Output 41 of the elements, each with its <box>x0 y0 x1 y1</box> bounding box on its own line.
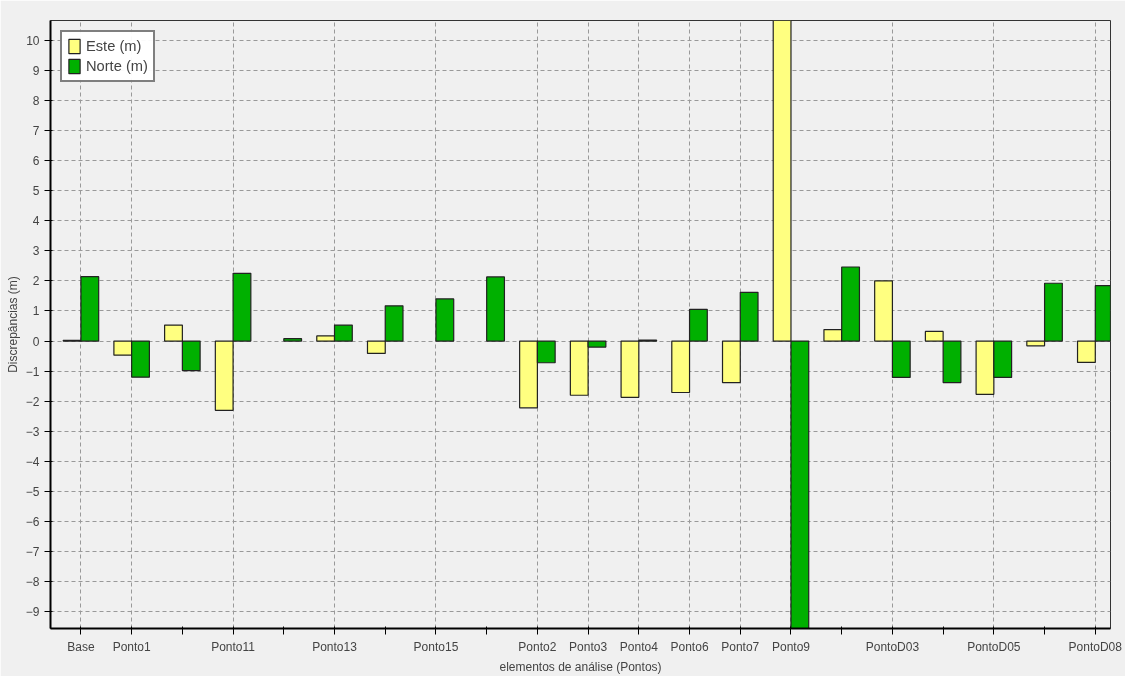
y-tick-label: −7 <box>25 545 40 560</box>
x-tick-label: Ponto15 <box>413 639 459 654</box>
y-tick-label: 2 <box>32 274 40 289</box>
y-tick-label: −1 <box>25 364 40 379</box>
x-tick-label: Ponto6 <box>670 639 709 654</box>
legend-label: Norte (m) <box>86 58 148 74</box>
x-tick-label: Ponto3 <box>569 639 608 654</box>
y-tick-label: 9 <box>32 63 40 78</box>
y-tick-label: −8 <box>25 575 40 590</box>
y-tick-label: −6 <box>25 515 40 530</box>
y-axis-title: Discrepâncias (m) <box>5 276 20 373</box>
x-tick-label: Ponto2 <box>518 639 557 654</box>
y-tick-label: 0 <box>32 334 40 349</box>
bar <box>486 276 506 342</box>
bar <box>283 338 303 342</box>
x-tick-label: Ponto13 <box>312 639 358 654</box>
x-tick-label: Ponto7 <box>721 639 760 654</box>
y-tick-label: −9 <box>25 605 40 620</box>
y-tick-label: 1 <box>32 304 40 319</box>
y-tick-label: 4 <box>32 214 40 229</box>
bar <box>435 298 455 342</box>
y-tick-label: −2 <box>25 394 40 409</box>
y-tick-label: 8 <box>32 93 40 108</box>
x-tick-label: Ponto9 <box>771 639 811 654</box>
y-tick-label: 6 <box>32 153 40 168</box>
y-tick-label: −5 <box>25 485 40 500</box>
y-tick-label: 5 <box>32 184 40 199</box>
y-tick-label: −4 <box>25 454 40 469</box>
legend-label: Este (m) <box>86 38 142 54</box>
x-tick-label: Ponto4 <box>619 639 659 654</box>
x-tick-label: Ponto1 <box>112 639 151 654</box>
y-tick-label: 10 <box>26 33 40 48</box>
x-tick-label: PontoD05 <box>967 639 1021 654</box>
x-axis-title: elementos de análise (Pontos) <box>499 659 662 674</box>
x-tick-label: PontoD03 <box>865 639 920 654</box>
y-tick-label: 7 <box>32 123 40 138</box>
x-tick-label: Base <box>67 639 95 654</box>
x-tick-label: Ponto11 <box>211 639 256 654</box>
x-tick-label: PontoD08 <box>1068 639 1123 654</box>
y-tick-label: 3 <box>32 244 40 259</box>
y-tick-label: −3 <box>25 424 40 439</box>
